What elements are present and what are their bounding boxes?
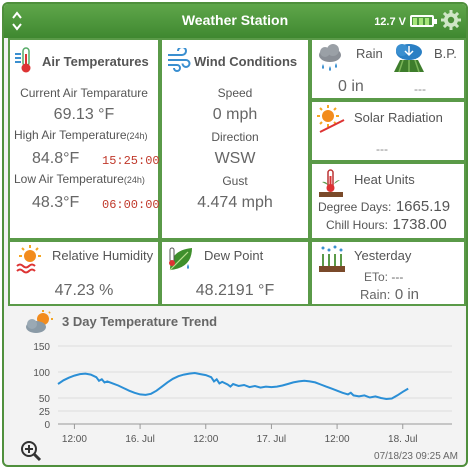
air-temperatures-panel: Air Temperatures Current Air Temparature…: [8, 38, 160, 240]
wind-speed-value: 0 mph: [212, 106, 258, 123]
yesterday-title: Yesterday: [354, 248, 412, 263]
wind-direction-value: WSW: [214, 150, 256, 167]
x-tick-label: 16. Jul: [125, 434, 154, 445]
collapse-toggle-icon[interactable]: [10, 8, 24, 34]
chill-hours-row: Chill Hours: 1738.00: [326, 216, 447, 234]
high-air-time: 15:25:00: [102, 154, 160, 168]
widget-title: Weather Station: [181, 12, 289, 28]
dew-leaf-icon: [169, 247, 192, 271]
x-tick-label: 12:00: [325, 434, 350, 445]
y-tick-label: 150: [33, 342, 50, 353]
relative-humidity-value: 47.23 %: [54, 282, 114, 299]
current-air-label: Current Air Temparature: [20, 86, 148, 100]
chill-hours-value: 1738.00: [392, 216, 447, 233]
wind-gust-label: Gust: [222, 174, 248, 188]
eto-label: ETo:: [364, 270, 389, 284]
irrigation-icon: [319, 245, 345, 272]
solar-radiation-value: ---: [376, 142, 388, 156]
bp-value: ---: [414, 82, 426, 96]
yesterday-panel: Yesterday ETo: --- Rain: 0 in: [310, 240, 466, 306]
rain-cloud-icon: [319, 44, 341, 71]
x-tick-label: 18. Jul: [388, 434, 417, 445]
chill-hours-label: Chill Hours:: [326, 218, 389, 232]
air-temperatures-title: Air Temperatures: [42, 54, 149, 69]
dew-point-panel: Dew Point 48.2191 °F: [160, 240, 310, 306]
wind-icon: [168, 48, 191, 72]
bp-title: B.P.: [434, 46, 457, 61]
rain-value: 0 in: [338, 78, 364, 95]
sun-cloud-icon: [26, 310, 53, 333]
degree-days-row: Degree Days: 1665.19: [318, 198, 450, 216]
y-tick-label: 25: [39, 407, 51, 418]
solar-radiation-panel: Solar Radiation ---: [310, 100, 466, 162]
x-tick-label: 12:00: [193, 434, 218, 445]
wind-direction-label: Direction: [211, 130, 259, 144]
low-air-value: 48.3°F: [32, 194, 80, 211]
wind-speed-label: Speed: [217, 86, 253, 100]
x-tick-label: 17. Jul: [257, 434, 286, 445]
wind-conditions-title: Wind Conditions: [194, 54, 298, 69]
barometer-field-icon: [394, 44, 424, 73]
humidity-sun-icon: [16, 245, 41, 274]
low-air-label: Low Air Temperature(24h): [14, 172, 145, 186]
temperature-trend-chart: 3 Day Temperature Trend 0 25 50 100 150 12:00…: [10, 306, 464, 464]
eto-value: ---: [391, 270, 404, 284]
relative-humidity-title: Relative Humidity: [52, 248, 154, 263]
yesterday-rain-row: Rain: 0 in: [360, 286, 419, 304]
y-tick-label: 100: [33, 368, 50, 379]
heat-units-panel: Heat Units Degree Days: 1665.19 Chill Ho…: [310, 162, 466, 240]
high-air-value: 84.8°F: [32, 150, 80, 167]
dew-point-title: Dew Point: [204, 248, 264, 263]
widget-header: Weather Station 12.7 V: [4, 4, 466, 38]
battery-voltage: 12.7 V: [374, 16, 406, 28]
rain-title: Rain: [356, 46, 383, 61]
heat-units-title: Heat Units: [354, 172, 415, 187]
sun-icon: [317, 105, 345, 133]
x-tick-label: 12:00: [62, 434, 87, 445]
y-tick-label: 0: [44, 420, 50, 431]
temperature-series-line: [57, 371, 409, 401]
low-air-time: 06:00:00: [102, 198, 160, 212]
current-air-value: 69.13 °F: [53, 106, 115, 123]
solar-radiation-title: Solar Radiation: [354, 110, 443, 125]
chart-title: 3 Day Temperature Trend: [62, 314, 218, 329]
yesterday-rain-label: Rain:: [360, 287, 391, 302]
trend-plot: 0 25 50 100 150 12:00 16. Jul 12:00 17. Jul 12:00…: [33, 342, 452, 445]
wind-gust-value: 4.474 mph: [197, 194, 273, 211]
yesterday-eto-row: ETo: ---: [364, 270, 403, 284]
thermometer-icon: [15, 47, 31, 73]
battery-icon: [410, 15, 437, 27]
yesterday-rain-value: 0 in: [394, 286, 419, 303]
dew-point-value: 48.2191 °F: [195, 282, 275, 299]
high-air-label: High Air Temperature(24h): [14, 128, 148, 142]
wind-conditions-panel: Wind Conditions Speed 0 mph Direction WS…: [160, 38, 310, 240]
relative-humidity-panel: Relative Humidity 47.23 %: [8, 240, 160, 306]
plant-thermometer-icon: [319, 169, 343, 197]
y-tick-label: 50: [39, 394, 51, 405]
chart-timestamp: 07/18/23 09:25 AM: [374, 451, 458, 462]
zoom-in-icon[interactable]: [20, 440, 42, 462]
rain-bp-panel: Rain 0 in B.P. ---: [310, 38, 466, 100]
gear-icon[interactable]: [440, 9, 462, 31]
degree-days-label: Degree Days:: [318, 200, 392, 214]
degree-days-value: 1665.19: [395, 198, 451, 215]
